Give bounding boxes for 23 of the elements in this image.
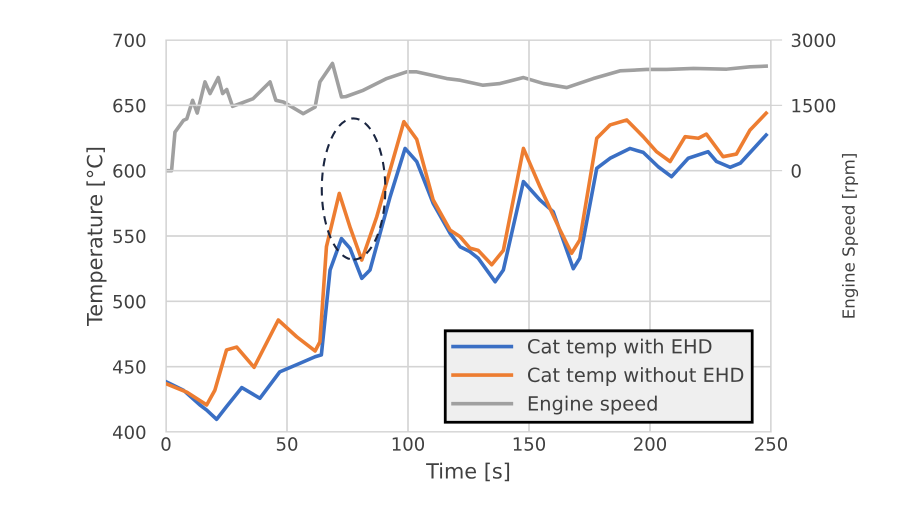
y2-axis-title: Engine Speed [rpm] xyxy=(842,154,858,318)
x-tick-label: 150 xyxy=(514,437,546,451)
legend-label: Engine speed xyxy=(528,396,657,414)
y2-tick-label: 1500 xyxy=(792,98,836,112)
x-tick-label: 100 xyxy=(392,437,424,451)
legend-label: Cat temp without EHD xyxy=(528,367,744,386)
y-tick-label: 400 xyxy=(112,425,146,440)
y-tick-label: 650 xyxy=(113,98,146,112)
y-tick-label: 700 xyxy=(114,33,146,48)
x-tick-label: 200 xyxy=(634,437,666,451)
y2-tick-label: 3000 xyxy=(792,33,836,48)
legend-label: Cat temp with EHD xyxy=(528,338,712,358)
y-tick-label: 450 xyxy=(112,360,146,374)
y-tick-label: 550 xyxy=(113,229,146,244)
y2-tick-label: 0 xyxy=(792,164,801,178)
line-series xyxy=(166,62,768,172)
y-tick-label: 500 xyxy=(113,294,146,308)
x-axis-title: Time [s] xyxy=(426,462,510,482)
x-tick-label: 50 xyxy=(276,437,298,451)
x-tick-label: 250 xyxy=(755,437,788,451)
y-tick-label: 600 xyxy=(113,164,146,178)
x-tick-label: 0 xyxy=(161,437,171,451)
y-axis-title: Temperature [°C] xyxy=(86,148,107,326)
